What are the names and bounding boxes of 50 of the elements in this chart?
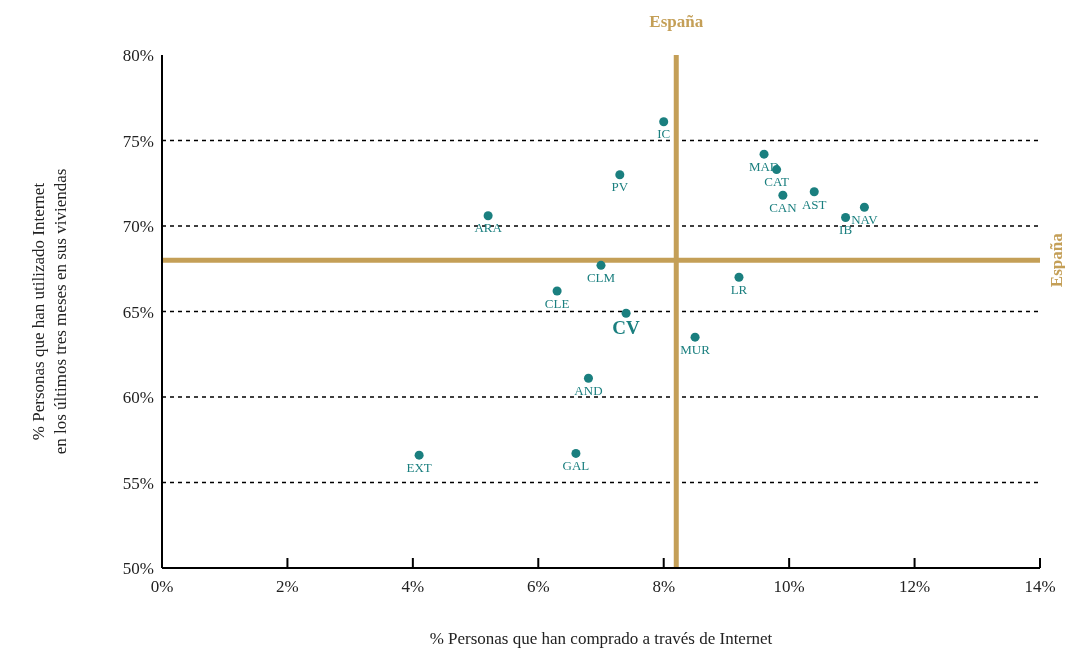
data-label: EXT <box>406 459 432 475</box>
point <box>414 450 424 460</box>
data-label: ARA <box>474 220 503 236</box>
y-tick-label: 60% <box>122 388 154 408</box>
data-label: NAV <box>851 211 879 227</box>
point <box>690 332 700 342</box>
point <box>552 286 562 296</box>
x-tick-label: 12% <box>898 577 931 597</box>
ref-line-label: España <box>649 12 704 31</box>
data-label: CLM <box>586 270 616 286</box>
point <box>841 212 851 222</box>
data-label: PV <box>611 179 629 195</box>
x-tick-label: 14% <box>1024 577 1056 597</box>
point <box>483 211 493 221</box>
data-label: CAN <box>769 199 798 215</box>
data-label: AST <box>801 196 827 212</box>
point <box>859 202 869 212</box>
y-tick-label: 65% <box>122 302 154 322</box>
data-label: CV <box>612 317 641 339</box>
x-tick-label: 6% <box>526 577 550 597</box>
x-tick-label: 0% <box>150 577 174 597</box>
y-tick-label: 80% <box>122 46 154 66</box>
point <box>759 149 769 159</box>
ref-line-label: España <box>1047 232 1066 288</box>
y-tick-label: 55% <box>122 473 154 493</box>
x-tick-label: 8% <box>652 577 676 597</box>
x-axis-title: % Personas que han comprado a través de Internet <box>429 629 773 648</box>
y-tick-label: 75% <box>122 131 154 151</box>
y-tick-label: 70% <box>122 217 154 237</box>
point <box>734 272 744 282</box>
point <box>596 260 606 270</box>
x-tick-label: 4% <box>401 577 425 597</box>
y-axis-title: % Personas que han utilizado Internet en los últimos tres meses en sus viviendas <box>29 168 70 455</box>
x-tick-label: 10% <box>773 577 805 597</box>
point <box>615 170 625 180</box>
point <box>659 117 669 127</box>
x-tick-label: 2% <box>276 577 299 597</box>
point <box>778 190 788 200</box>
data-label: AND <box>574 382 603 398</box>
point <box>583 373 593 383</box>
data-label: CLE <box>544 295 570 311</box>
data-label: IC <box>657 126 671 142</box>
point <box>809 187 819 197</box>
data-label: IB <box>839 222 853 238</box>
data-label: MUR <box>680 341 711 357</box>
y-tick-label: 50% <box>122 559 154 579</box>
point <box>571 448 581 458</box>
data-label: GAL <box>562 458 590 474</box>
data-label: LR <box>730 282 748 298</box>
data-label: CAT <box>764 174 789 190</box>
